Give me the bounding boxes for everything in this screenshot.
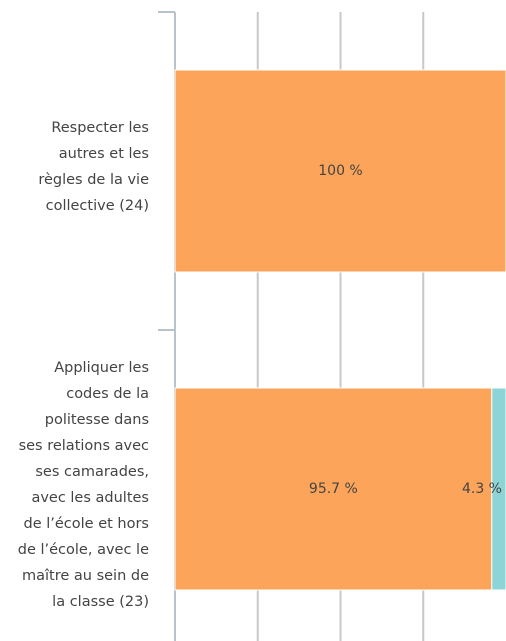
- data-label: 95.7 %: [309, 481, 358, 497]
- data-label: 4.3 %: [462, 481, 502, 497]
- category-label: Appliquer les codes de la politesse dans…: [17, 360, 149, 610]
- bar-segment: [174, 387, 493, 591]
- data-label: 100 %: [318, 163, 362, 179]
- bar-segment: [174, 69, 506, 273]
- category-label: Respecter les autres et les règles de la…: [38, 120, 149, 214]
